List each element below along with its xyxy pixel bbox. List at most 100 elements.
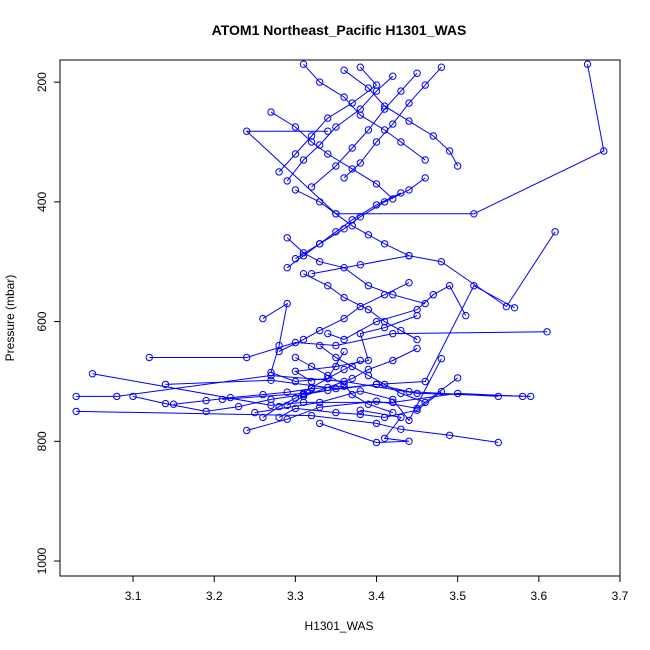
data-point [332, 123, 340, 131]
data-point [470, 210, 478, 218]
x-tick-label: 3.2 [206, 589, 223, 603]
series-line [149, 331, 548, 358]
series-14 [291, 311, 421, 386]
data-point [454, 389, 462, 398]
data-point [316, 403, 324, 411]
series-20 [275, 63, 381, 176]
data-point [275, 413, 283, 422]
data-point [332, 210, 340, 218]
data-point [348, 390, 356, 399]
data-point [551, 228, 559, 236]
series-line [343, 66, 442, 179]
data-point [437, 387, 446, 396]
data-point [405, 437, 413, 445]
data-point [307, 132, 316, 140]
data-point [348, 99, 356, 107]
series-line [295, 357, 393, 414]
data-point [316, 326, 324, 335]
data-point [494, 392, 502, 401]
data-point [340, 380, 348, 389]
data-point [267, 395, 275, 404]
series-34 [259, 356, 364, 422]
series-17 [267, 108, 397, 203]
data-point [340, 335, 348, 344]
series-line [286, 75, 394, 182]
data-point [324, 114, 332, 122]
data-point [275, 347, 283, 356]
data-point [389, 120, 397, 128]
data-point [316, 198, 324, 206]
data-point [364, 365, 373, 374]
data-point [413, 389, 421, 398]
data-point [340, 293, 348, 302]
data-point [340, 314, 348, 323]
data-point [307, 270, 316, 278]
series-line [327, 285, 467, 341]
data-point [332, 362, 340, 371]
data-point [332, 341, 340, 350]
data-point [283, 177, 291, 185]
data-point [397, 326, 405, 335]
data-point [364, 305, 373, 314]
data-point [494, 438, 502, 447]
data-point [267, 108, 275, 116]
data-point [291, 255, 300, 263]
data-point [332, 353, 340, 362]
data-point [316, 341, 324, 350]
data-point [88, 370, 97, 378]
data-point [372, 380, 381, 389]
data-point [421, 377, 429, 386]
y-tick-label: 800 [35, 431, 49, 451]
data-point [380, 198, 389, 206]
data-point [251, 408, 259, 417]
data-point [234, 402, 243, 411]
data-point [299, 156, 308, 164]
data-point [291, 377, 300, 386]
data-point [510, 304, 519, 312]
x-axis: 3.1 3.2 3.3 3.4 3.5 3.6 3.7 [125, 575, 629, 603]
data-point [113, 392, 121, 401]
series-22 [307, 69, 421, 191]
data-point [259, 314, 267, 323]
data-point [445, 282, 454, 290]
data-point [583, 60, 592, 68]
data-point [389, 329, 397, 338]
data-point [356, 302, 364, 311]
series-8 [218, 282, 519, 404]
series-21 [283, 72, 397, 185]
data-point [356, 213, 364, 221]
data-point [372, 317, 381, 326]
plot-area-border [59, 59, 621, 577]
data-point [364, 400, 373, 408]
series-line [270, 111, 394, 200]
series-line [295, 189, 410, 257]
series-26 [291, 174, 429, 263]
y-axis: 200 400 600 800 1000 [35, 72, 61, 574]
data-point [226, 393, 235, 402]
series-line [76, 410, 499, 443]
data-point [332, 162, 340, 170]
data-point [340, 66, 348, 74]
data-point [364, 356, 373, 365]
data-point [405, 416, 413, 425]
series-24 [291, 186, 413, 260]
data-point [340, 93, 348, 101]
data-point [348, 374, 356, 383]
data-point [202, 407, 210, 416]
data-point [372, 138, 381, 146]
data-point [299, 270, 308, 278]
data-point [380, 317, 389, 326]
data-point [291, 338, 300, 347]
data-point [283, 264, 291, 272]
data-point [243, 353, 251, 362]
data-point [405, 252, 413, 260]
series-line [173, 385, 345, 405]
data-point [307, 362, 316, 371]
series-line [262, 360, 361, 418]
data-point [445, 431, 454, 439]
series-29 [316, 341, 429, 407]
data-point [340, 365, 348, 374]
series-line [286, 237, 426, 305]
data-point [445, 147, 454, 155]
data-point [283, 234, 291, 242]
